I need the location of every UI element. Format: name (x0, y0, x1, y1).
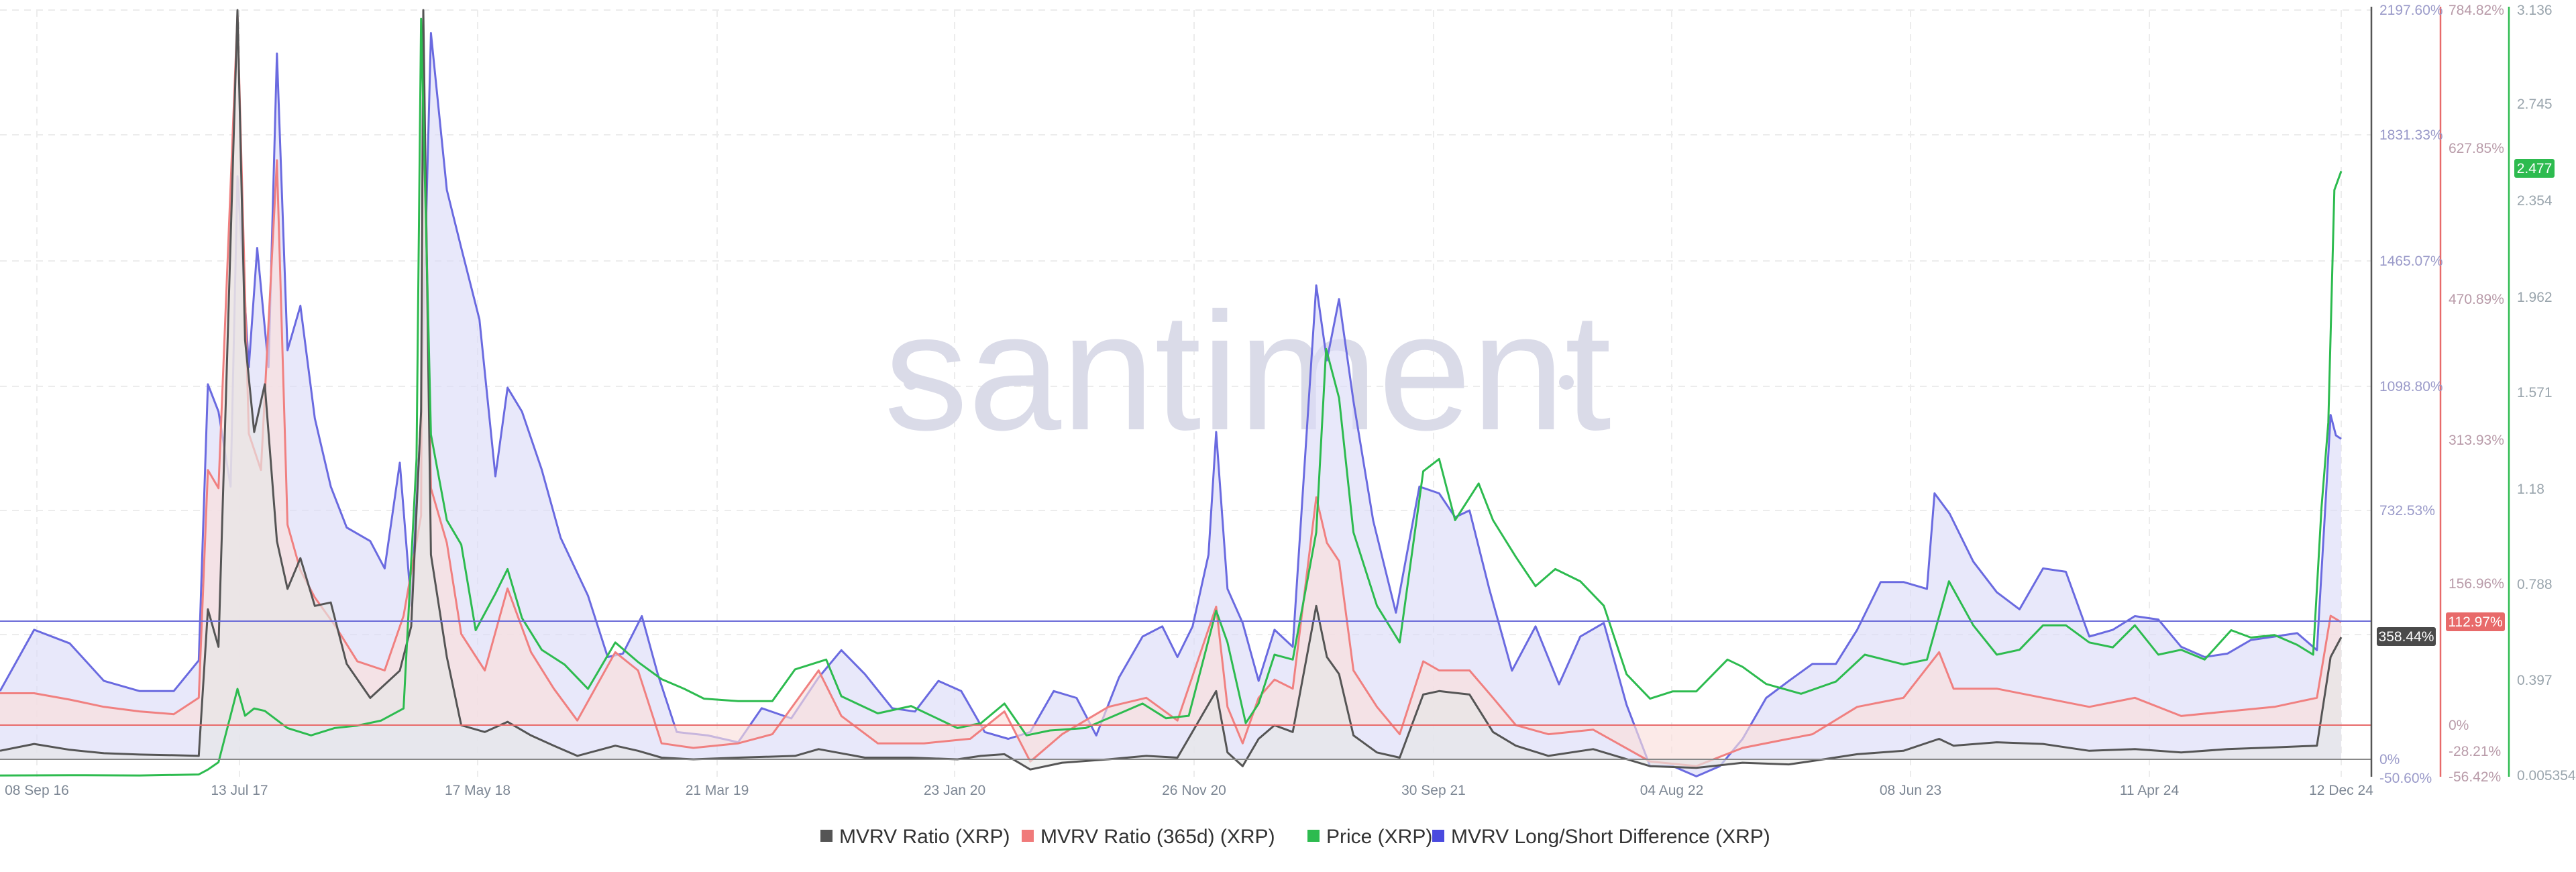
x-axis-tick-label: 04 Aug 22 (1640, 783, 1704, 798)
mvrv-value-badge: 358.44% (2379, 629, 2434, 645)
mid-axis-tick-label: 0% (2449, 718, 2469, 733)
price-xrp-line (0, 17, 2343, 777)
x-axis-tick-label: 13 Jul 17 (211, 783, 268, 798)
mvrv-long-short-difference-xrp-line (0, 32, 2342, 777)
right-axis-tick-label: 2.745 (2517, 97, 2553, 112)
santiment-watermark: santiment (884, 278, 1611, 465)
x-axis-tick-label: 08 Sep 16 (5, 783, 69, 798)
legend-swatch (820, 830, 833, 842)
x-axis-tick-label: 26 Nov 20 (1162, 783, 1226, 798)
left-axis-tick-label: 0% (2379, 752, 2400, 767)
left-axis-tick-label: 1098.80% (2379, 379, 2443, 394)
badges-layer: 358.44% 112.97% 2.477 (2377, 159, 2555, 646)
right-axis-tick-label: 0.397 (2517, 673, 2553, 688)
mvrv-value-badge-bg (2377, 627, 2436, 646)
left-axis-tick-label: 1465.07% (2379, 254, 2443, 269)
legend: MVRV Ratio (XRP) MVRV Ratio (365d) (XRP) P… (820, 826, 1770, 848)
right-axis-tick-label: 1.962 (2517, 290, 2553, 305)
left-axis-tick-label: -50.60% (2379, 771, 2432, 786)
x-axis-tick-label: 21 Mar 19 (686, 783, 749, 798)
mid-axis-tick-label: -56.42% (2449, 769, 2501, 785)
x-axis-tick-label: 11 Apr 24 (2120, 783, 2180, 798)
right-axis-tick-label: 1.18 (2517, 482, 2544, 497)
mvrv-ratio-xrp-line (0, 9, 2343, 771)
x-axis-tick-label: 17 May 18 (445, 783, 511, 798)
left-axis-tick-label: 1831.33% (2379, 127, 2443, 143)
legend-item-label: MVRV Ratio (365d) (XRP) (1040, 826, 1275, 848)
mid-axis-tick-label: 313.93% (2449, 433, 2504, 448)
left-axis-tick-label: 732.53% (2379, 503, 2435, 519)
legend-item-label: MVRV Ratio (XRP) (839, 826, 1010, 848)
x-axis-tick-label: 08 Jun 23 (1880, 783, 1941, 798)
right-axis-tick-label: 1.571 (2517, 385, 2553, 400)
right-axis-tick-label: 0.788 (2517, 577, 2553, 592)
mid-axis-tick-label: 470.89% (2449, 292, 2504, 307)
mvrv-365d-value-badge-bg (2446, 612, 2505, 631)
mid-axis-tick-label: 784.82% (2449, 3, 2504, 18)
left-axis-tick-label: 2197.60% (2379, 3, 2443, 18)
legend-swatch (1432, 830, 1444, 842)
mvrv-ratio-xrp-area (0, 10, 2341, 770)
legend-swatch (1307, 830, 1320, 842)
mid-axis-tick-label: 156.96% (2449, 576, 2504, 592)
mid-axis-tick-label: 627.85% (2449, 141, 2504, 156)
price-value-badge: 2.477 (2517, 161, 2553, 176)
right-axis-tick-label: 0.005354 (2517, 768, 2576, 783)
legend-item-label: Price (XRP) (1326, 826, 1432, 848)
x-axis-tick-label: 23 Jan 20 (924, 783, 985, 798)
watermark-dot-left (904, 375, 918, 390)
right-axis-tick-label: 3.136 (2517, 3, 2553, 18)
series-layer (0, 9, 2371, 777)
legend-item-label: MVRV Long/Short Difference (XRP) (1451, 826, 1770, 848)
price-value-badge-bg (2514, 159, 2555, 178)
mid-axis-tick-label: -28.21% (2449, 744, 2501, 759)
mvrv-365d-value-badge: 112.97% (2448, 614, 2502, 630)
x-axis-tick-label: 30 Sep 21 (1401, 783, 1466, 798)
right-axis-tick-label: 2.354 (2517, 193, 2553, 209)
watermark-dot-right (1559, 375, 1574, 390)
legend-swatch (1022, 830, 1034, 842)
x-axis-tick-label: 12 Dec 24 (2309, 783, 2373, 798)
